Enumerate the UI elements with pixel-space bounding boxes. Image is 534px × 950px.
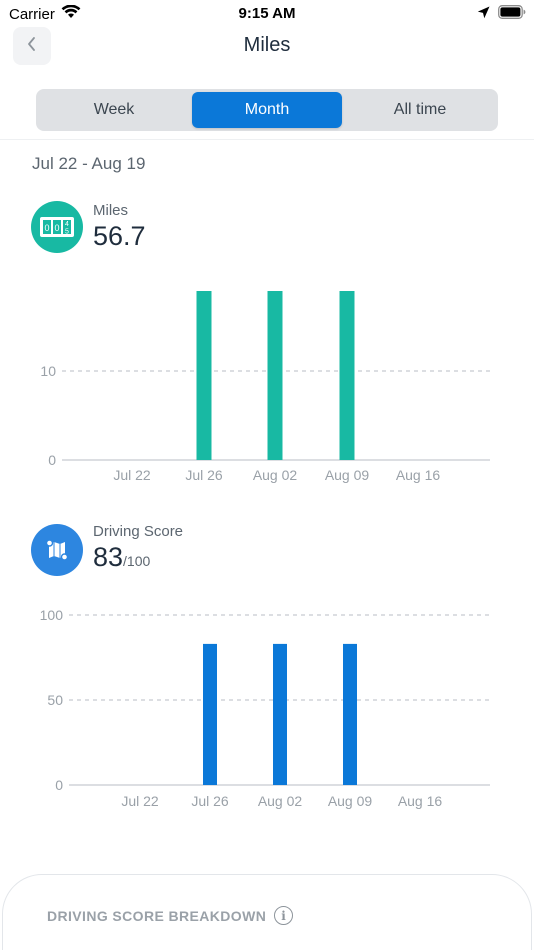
x-tick-label: Jul 26	[185, 467, 223, 483]
miles-value: 56.7	[93, 221, 146, 251]
status-time: 9:15 AM	[238, 5, 296, 22]
bar-aug-09	[339, 291, 355, 460]
x-tick-label: Aug 09	[328, 793, 373, 809]
status-right	[477, 5, 526, 24]
x-tick-label: Jul 22	[121, 793, 159, 809]
x-tick-label: Jul 26	[191, 793, 229, 809]
svg-text:4: 4	[65, 221, 69, 228]
driving-score-value: 83/100	[93, 541, 183, 577]
map-route-icon	[31, 524, 83, 576]
bar-jul-26	[196, 291, 212, 460]
odometer-icon: 0 0 4 5	[31, 201, 83, 253]
y-tick-label: 100	[40, 607, 64, 623]
tab-month[interactable]: Month	[192, 92, 342, 128]
driving-score-breakdown-card[interactable]: DRIVING SCORE BREAKDOWN i	[2, 874, 532, 950]
header-divider	[0, 139, 534, 140]
svg-text:5: 5	[65, 229, 69, 236]
x-tick-label: Aug 09	[325, 467, 370, 483]
x-tick-label: Jul 22	[113, 467, 151, 483]
driving-score-bar-chart: 0 50 100 Jul 22 Jul 26 Aug 02 Aug 09 Aug 16	[40, 607, 490, 809]
back-button[interactable]	[13, 27, 51, 65]
driving-score-number: 83	[93, 542, 124, 572]
date-range: Jul 22 - Aug 19	[32, 154, 146, 173]
y-tick-label: 0	[48, 452, 56, 468]
x-tick-label: Aug 02	[258, 793, 303, 809]
miles-label: Miles	[93, 202, 129, 219]
x-tick-label: Aug 02	[253, 467, 298, 483]
breakdown-title: DRIVING SCORE BREAKDOWN	[47, 907, 267, 924]
bar-jul-26	[203, 643, 217, 785]
y-tick-label: 10	[40, 363, 56, 379]
breakdown-header: DRIVING SCORE BREAKDOWN i	[47, 906, 294, 925]
y-tick-label: 50	[47, 692, 63, 708]
status-bar: Carrier 9:15 AM	[0, 0, 534, 28]
driving-score-label: Driving Score	[93, 523, 184, 540]
driving-score-suffix: /100	[123, 553, 151, 569]
x-tick-label: Aug 16	[396, 467, 441, 483]
miles-metric: 0 0 4 5 Miles 56.7	[31, 201, 146, 253]
miles-bar-chart: 0 10 Jul 22 Jul 26 Aug 02 Aug 09 Aug 16	[40, 291, 490, 483]
status-left: Carrier	[9, 4, 81, 23]
battery-icon	[498, 5, 526, 24]
chevron-left-icon	[26, 36, 38, 57]
tab-week[interactable]: Week	[93, 101, 135, 118]
location-arrow-icon	[477, 6, 490, 24]
page-title: Miles	[243, 34, 291, 56]
bar-aug-02	[273, 643, 287, 785]
bar-aug-02	[267, 291, 283, 460]
tab-all-time[interactable]: All time	[393, 101, 447, 118]
bar-aug-09	[343, 643, 357, 785]
svg-text:0: 0	[54, 223, 59, 233]
info-icon[interactable]: i	[274, 906, 294, 925]
svg-text:0: 0	[44, 223, 49, 233]
nav-bar: Miles	[0, 26, 534, 70]
miles-chart: 0 10 Jul 22 Jul 26 Aug 02 Aug 09 Aug 16	[0, 270, 534, 490]
x-tick-label: Aug 16	[398, 793, 443, 809]
driving-score-metric: Driving Score 83/100	[31, 523, 183, 577]
period-segmented-control: Week Month All time	[36, 89, 498, 131]
carrier-label: Carrier	[9, 5, 55, 23]
wifi-icon	[61, 4, 81, 23]
driving-score-chart: 0 50 100 Jul 22 Jul 26 Aug 02 Aug 09 Aug 16	[0, 600, 534, 820]
y-tick-label: 0	[55, 777, 63, 793]
